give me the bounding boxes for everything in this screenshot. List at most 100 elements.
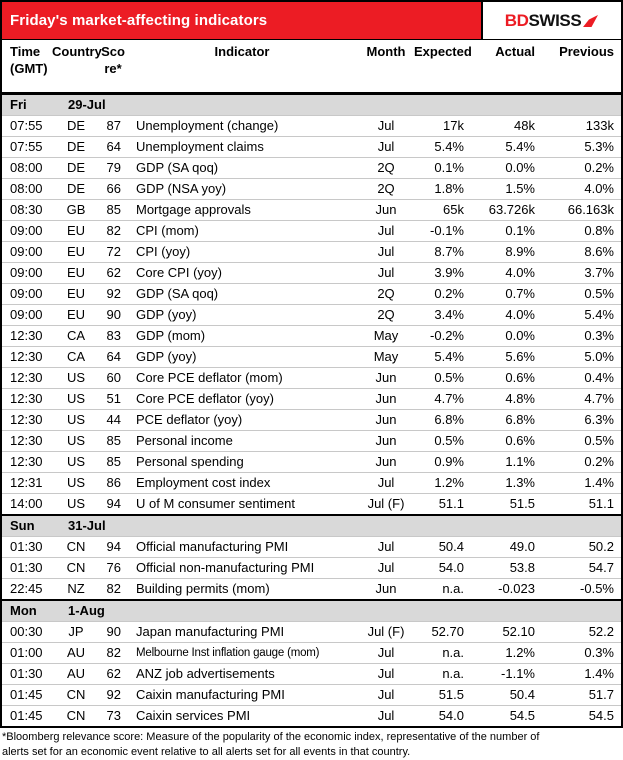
cell-actual: 0.6% [468, 430, 538, 452]
cell-actual: 1.5% [468, 178, 538, 200]
cell-expected: 4.7% [414, 388, 468, 410]
cell-actual: 0.0% [468, 325, 538, 347]
cell-month: 2Q [358, 283, 414, 305]
cell-month: May [358, 346, 414, 368]
cell-expected: n.a. [414, 663, 468, 685]
cell-indicator: GDP (yoy) [126, 304, 358, 326]
cell-previous: 4.7% [538, 388, 621, 410]
cell-time: 01:45 [2, 705, 52, 726]
indicator-row: 01:30 CN 76 Official non-manufacturing PMI J… [2, 557, 621, 579]
cell-indicator: GDP (mom) [126, 325, 358, 347]
cell-actual: 50.4 [468, 684, 538, 706]
cell-month: 2Q [358, 178, 414, 200]
cell-actual: 4.0% [468, 262, 538, 284]
cell-expected: 52.70 [414, 621, 468, 643]
cell-actual: 1.1% [468, 451, 538, 473]
cell-previous: 0.5% [538, 283, 621, 305]
cell-time: 08:00 [2, 178, 52, 200]
cell-score: 64 [100, 136, 126, 158]
cell-month: Jul [358, 684, 414, 706]
column-header-previous: Previous [538, 40, 621, 95]
indicator-row: 01:00 AU 82 Melbourne Inst inflation gauge … [2, 642, 621, 664]
cell-expected: -0.1% [414, 220, 468, 242]
cell-score: 62 [100, 262, 126, 284]
cell-country: JP [52, 621, 100, 643]
cell-country: CN [52, 684, 100, 706]
cell-expected: 65k [414, 199, 468, 221]
cell-indicator: GDP (SA qoq) [126, 157, 358, 179]
cell-month: 2Q [358, 157, 414, 179]
cell-indicator: Caixin services PMI [126, 705, 358, 726]
cell-actual: 0.7% [468, 283, 538, 305]
logo-bd: BD [504, 10, 529, 30]
cell-month: Jul [358, 241, 414, 263]
cell-score: 90 [100, 621, 126, 643]
cell-country: CA [52, 346, 100, 368]
indicators-table: Time (GMT) Country Sco re* Indicator Mon… [2, 40, 621, 726]
cell-month: Jul [358, 136, 414, 158]
cell-indicator: CPI (mom) [126, 220, 358, 242]
cell-time: 08:00 [2, 157, 52, 179]
cell-score: 82 [100, 578, 126, 600]
indicator-row: 14:00 US 94 U of M consumer sentiment Jul (F… [2, 493, 621, 515]
cell-month: 2Q [358, 304, 414, 326]
cell-score: 82 [100, 220, 126, 242]
cell-expected: 5.4% [414, 136, 468, 158]
cell-score: 72 [100, 241, 126, 263]
cell-month: Jul [358, 262, 414, 284]
cell-country: DE [52, 178, 100, 200]
cell-month: Jun [358, 367, 414, 389]
cell-indicator: Core PCE deflator (yoy) [126, 388, 358, 410]
bdswiss-logo: BDSWISS [481, 2, 621, 39]
cell-month: Jun [358, 409, 414, 431]
cell-time: 12:31 [2, 472, 52, 494]
cell-country: US [52, 367, 100, 389]
cell-actual: 0.0% [468, 157, 538, 179]
cell-month: Jul [358, 705, 414, 726]
cell-actual: 51.5 [468, 493, 538, 515]
cell-indicator: Official manufacturing PMI [126, 536, 358, 558]
cell-actual: 49.0 [468, 536, 538, 558]
cell-indicator: Personal spending [126, 451, 358, 473]
cell-time: 12:30 [2, 325, 52, 347]
cell-expected: 0.5% [414, 367, 468, 389]
cell-country: DE [52, 115, 100, 137]
cell-previous: 0.2% [538, 157, 621, 179]
section-day: Sun [2, 514, 52, 537]
cell-month: Jun [358, 430, 414, 452]
cell-time: 22:45 [2, 578, 52, 600]
cell-indicator: GDP (yoy) [126, 346, 358, 368]
cell-score: 90 [100, 304, 126, 326]
cell-indicator: Building permits (mom) [126, 578, 358, 600]
cell-indicator: Official non-manufacturing PMI [126, 557, 358, 579]
cell-country: NZ [52, 578, 100, 600]
cell-month: Jun [358, 578, 414, 600]
cell-country: CA [52, 325, 100, 347]
cell-previous: 5.3% [538, 136, 621, 158]
cell-country: US [52, 430, 100, 452]
indicator-row: 09:00 EU 62 Core CPI (yoy) Jul 3.9% 4.0% 3.7% [2, 262, 621, 284]
cell-indicator: Employment cost index [126, 472, 358, 494]
cell-time: 12:30 [2, 430, 52, 452]
cell-indicator: GDP (SA qoq) [126, 283, 358, 305]
cell-country: AU [52, 663, 100, 685]
cell-indicator: Mortgage approvals [126, 199, 358, 221]
cell-previous: 0.4% [538, 367, 621, 389]
logo-swiss: SWISS [528, 10, 582, 30]
cell-time: 07:55 [2, 136, 52, 158]
cell-previous: 1.4% [538, 472, 621, 494]
cell-actual: 5.6% [468, 346, 538, 368]
indicator-row: 12:30 US 85 Personal income Jun 0.5% 0.6% 0.5% [2, 430, 621, 452]
cell-previous: 3.7% [538, 262, 621, 284]
indicator-row: 08:00 DE 66 GDP (NSA yoy) 2Q 1.8% 1.5% 4.0% [2, 178, 621, 200]
cell-time: 14:00 [2, 493, 52, 515]
cell-expected: n.a. [414, 578, 468, 600]
cell-indicator: ANZ job advertisements [126, 663, 358, 685]
cell-country: EU [52, 304, 100, 326]
section-date: 1-Aug [52, 599, 621, 622]
indicator-row: 12:30 CA 83 GDP (mom) May -0.2% 0.0% 0.3% [2, 325, 621, 347]
cell-actual: 6.8% [468, 409, 538, 431]
cell-actual: 48k [468, 115, 538, 137]
cell-time: 12:30 [2, 451, 52, 473]
cell-score: 94 [100, 493, 126, 515]
